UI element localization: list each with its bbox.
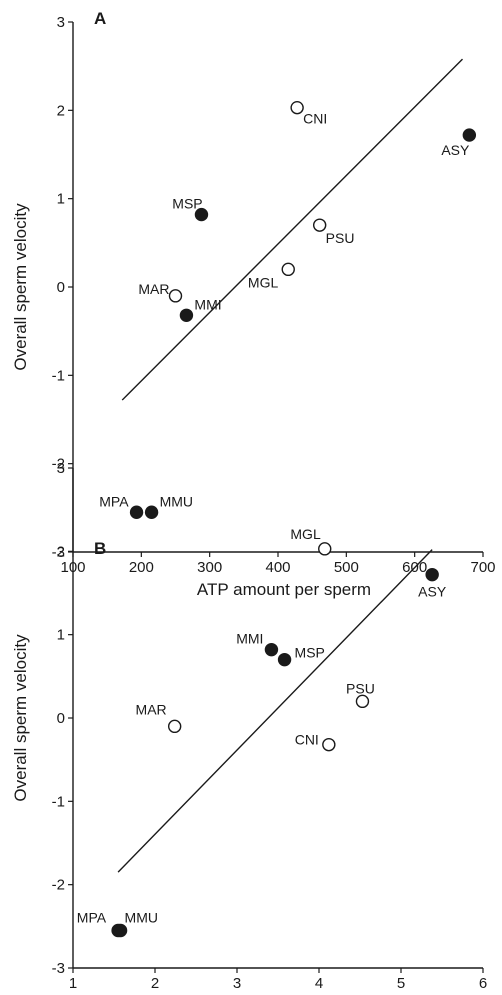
regression-line (117, 549, 433, 873)
panel-letter: A (94, 9, 106, 28)
x-tick-label: 5 (397, 975, 405, 992)
panel-b: -3-2-10123123456Length-adjusted ATP conc… (11, 460, 487, 992)
data-point-psu (312, 218, 327, 232)
point-label-mmi: MMI (236, 631, 263, 647)
point-label-mpa: MPA (99, 493, 129, 509)
y-tick-label: 0 (57, 279, 65, 296)
y-tick-label: 3 (57, 460, 65, 477)
data-point-mmu (113, 923, 128, 938)
x-tick-label: 400 (265, 559, 290, 576)
point-label-msp: MSP (172, 196, 202, 212)
y-tick-label: 1 (57, 627, 65, 644)
data-point-mmi (264, 642, 279, 657)
data-point-mmu (144, 505, 159, 519)
data-point-cni (290, 100, 304, 115)
x-tick-label: 2 (151, 975, 159, 992)
y-axis-title: Overall sperm velocity (11, 634, 30, 802)
x-tick-label: 200 (129, 559, 154, 576)
data-point-mar (168, 289, 183, 303)
data-point-msp (277, 652, 292, 667)
point-label-mpa: MPA (77, 910, 107, 926)
point-label-psu: PSU (326, 230, 355, 246)
y-axis-title: Overall sperm velocity (11, 203, 30, 371)
x-tick-label: 500 (334, 559, 359, 576)
data-point-mgl (318, 542, 332, 556)
y-tick-label: -2 (52, 877, 65, 894)
data-point-mpa (129, 505, 144, 519)
y-tick-label: -1 (52, 793, 65, 810)
y-tick-label: 2 (57, 102, 65, 119)
point-label-mgl: MGL (248, 274, 279, 290)
data-point-asy (425, 567, 439, 582)
x-tick-label: 1 (69, 975, 77, 992)
data-point-mmi (179, 308, 194, 322)
y-tick-label: -3 (52, 960, 65, 977)
y-tick-label: 0 (57, 710, 65, 727)
regression-line (121, 58, 463, 401)
point-label-psu: PSU (346, 680, 375, 696)
point-label-cni: CNI (295, 732, 319, 748)
point-label-asy: ASY (441, 142, 470, 158)
x-tick-label: 700 (470, 559, 495, 576)
point-label-mar: MAR (136, 701, 167, 717)
x-tick-label: 300 (197, 559, 222, 576)
panel-letter: B (94, 539, 106, 558)
data-point-msp (194, 207, 209, 222)
x-tick-label: 6 (479, 975, 487, 992)
point-label-mmu: MMU (160, 493, 193, 509)
point-label-asy: ASY (418, 584, 447, 600)
y-tick-label: -2 (52, 456, 65, 473)
y-tick-label: 3 (57, 14, 65, 31)
x-axis-title: ATP amount per sperm (197, 580, 371, 599)
x-tick-label: 4 (315, 975, 323, 992)
data-point-mar (167, 719, 182, 734)
point-label-mar: MAR (138, 281, 169, 297)
x-tick-label: 3 (233, 975, 241, 992)
data-point-mgl (281, 262, 295, 277)
data-point-psu (355, 694, 370, 709)
data-point-asy (462, 128, 477, 142)
point-label-mmu: MMU (125, 910, 158, 926)
data-point-cni (322, 737, 336, 752)
point-label-cni: CNI (303, 111, 327, 127)
point-label-mgl: MGL (290, 526, 321, 542)
y-tick-label: 2 (57, 543, 65, 560)
y-tick-label: -3 (52, 544, 65, 561)
point-label-msp: MSP (295, 645, 325, 661)
y-tick-label: 1 (57, 191, 65, 208)
point-label-mmi: MMI (194, 296, 221, 312)
y-tick-label: -1 (52, 367, 65, 384)
